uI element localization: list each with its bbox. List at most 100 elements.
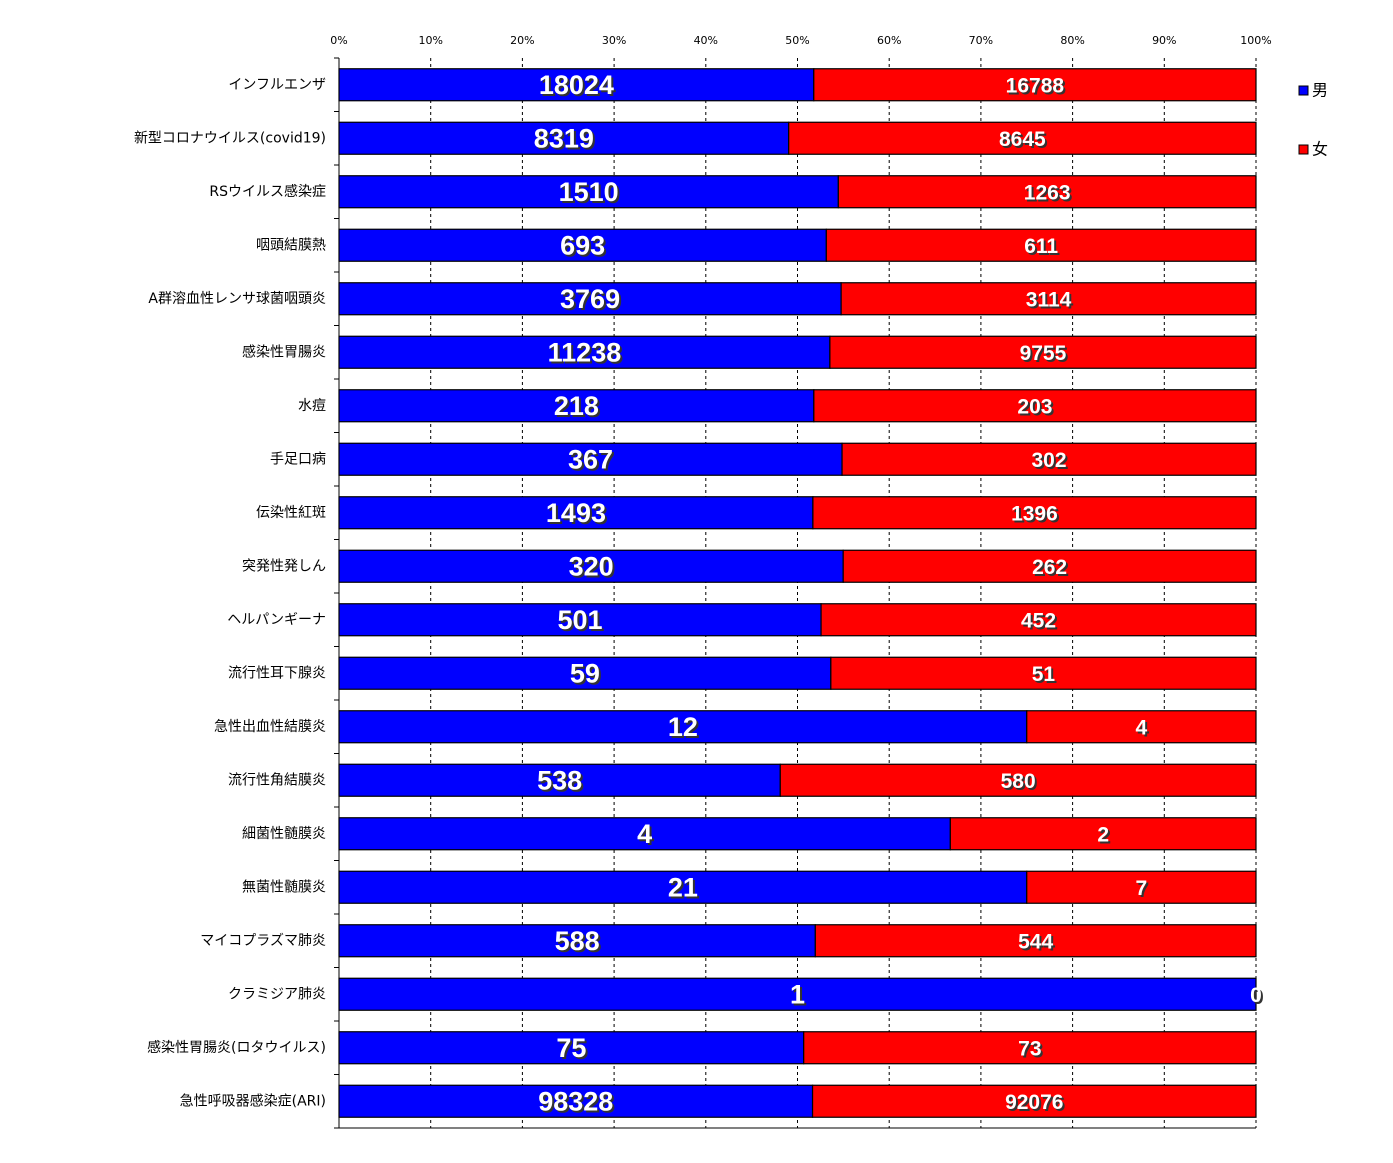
- data-label: 302: [1032, 449, 1067, 472]
- data-label-shadow: 611: [1026, 237, 1060, 260]
- bar-segment: [338, 870, 1028, 904]
- category-label: ヘルパンギーナ: [227, 612, 326, 628]
- data-label: 4: [1136, 716, 1148, 739]
- category-label: 突発性発しん: [242, 558, 326, 574]
- data-label-shadow: 3769: [562, 286, 622, 316]
- x-tick-label: 70%: [969, 34, 993, 47]
- legend-swatch: [1298, 85, 1309, 96]
- data-label-shadow: 59: [572, 660, 602, 690]
- category-label: クラミジア肺炎: [228, 986, 326, 1002]
- x-tick-label: 60%: [877, 34, 901, 47]
- data-label-shadow: 16788: [1008, 76, 1067, 99]
- data-label: 203: [1017, 395, 1052, 418]
- data-label-shadow: 580: [1003, 772, 1038, 795]
- data-label-shadow: 1493: [548, 500, 608, 530]
- bar-segment: [788, 121, 1257, 155]
- data-label: 73: [1018, 1037, 1041, 1060]
- x-tick-label: 100%: [1240, 34, 1271, 47]
- data-label: 7: [1136, 877, 1148, 900]
- data-label-shadow: 75: [558, 1035, 588, 1065]
- data-label-shadow: 4: [639, 821, 654, 851]
- data-label: 588: [555, 926, 600, 956]
- data-label-shadow: 320: [571, 553, 616, 583]
- data-label-shadow: 218: [556, 393, 601, 423]
- data-label-shadow: 544: [1020, 932, 1055, 955]
- category-label: 流行性耳下腺炎: [228, 665, 326, 681]
- data-label-shadow: 9755: [1022, 344, 1069, 367]
- bar-segment: [842, 549, 1257, 583]
- category-label: インフルエンザ: [228, 77, 326, 93]
- bar-segment: [338, 1084, 814, 1118]
- bar-segment: [338, 389, 815, 423]
- bar-segment: [338, 549, 844, 583]
- data-label-shadow: 98328: [540, 1088, 615, 1118]
- data-label: 92076: [1005, 1091, 1063, 1114]
- bar-segment: [338, 656, 832, 690]
- data-label: 18024: [539, 70, 614, 100]
- data-label-shadow: 18024: [541, 72, 616, 102]
- data-label-shadow: 3114: [1028, 290, 1074, 313]
- data-label: 12: [668, 712, 698, 742]
- bar-segment: [338, 335, 831, 369]
- data-label-shadow: 1396: [1013, 504, 1060, 527]
- data-label: 11238: [548, 337, 622, 367]
- data-label-shadow: 8645: [1001, 130, 1048, 153]
- bar-segment: [1026, 870, 1257, 904]
- bar-segment: [841, 442, 1257, 476]
- data-label: 320: [569, 551, 614, 581]
- bar-segment: [338, 175, 839, 209]
- bar-segment: [840, 282, 1257, 316]
- data-label: 21: [668, 872, 698, 902]
- data-label: 611: [1024, 235, 1058, 258]
- x-tick-label: 50%: [785, 34, 809, 47]
- data-label: 16788: [1006, 74, 1065, 97]
- data-label: 538: [537, 765, 582, 795]
- bar-segment: [837, 175, 1257, 209]
- bar-segment: [338, 603, 822, 637]
- category-label: 急性出血性結膜炎: [214, 719, 326, 735]
- data-label: 452: [1021, 609, 1056, 632]
- bar-segment: [829, 335, 1257, 369]
- data-label-shadow: 21: [670, 874, 700, 904]
- legend-label: 女: [1312, 140, 1328, 159]
- bar-segment: [1026, 710, 1257, 744]
- data-label-shadow: 1263: [1026, 183, 1073, 206]
- category-label: 感染性胃腸炎(ロタウイルス): [147, 1039, 326, 1056]
- data-label-shadow: 1510: [561, 179, 621, 209]
- data-label: 367: [568, 444, 613, 474]
- data-label-shadow: 693: [562, 232, 607, 262]
- legend-label: 男: [1312, 81, 1328, 100]
- x-tick-label: 40%: [694, 34, 718, 47]
- data-label-shadow: 8319: [536, 125, 596, 155]
- data-label-shadow: 0: [1252, 986, 1264, 1009]
- bar-segment: [338, 924, 816, 958]
- legend-swatch: [1298, 144, 1309, 155]
- bar-segment: [338, 121, 790, 155]
- category-label: 急性呼吸器感染症(ARI): [180, 1092, 326, 1109]
- data-label-shadow: 302: [1034, 451, 1069, 474]
- x-tick-label: 80%: [1060, 34, 1084, 47]
- data-label: 9755: [1020, 342, 1067, 365]
- data-label: 98328: [538, 1086, 613, 1116]
- data-label-shadow: 262: [1034, 558, 1069, 581]
- data-label: 1396: [1011, 502, 1058, 525]
- category-label: マイコプラズマ肺炎: [200, 933, 326, 949]
- bar-segment: [813, 68, 1257, 102]
- data-label: 501: [558, 605, 603, 635]
- data-label-shadow: 51: [1034, 665, 1058, 688]
- bar-segment: [803, 1031, 1257, 1065]
- bar-segment: [338, 1031, 805, 1065]
- category-label: 無菌性髄膜炎: [242, 879, 326, 895]
- bar-segment: [812, 496, 1257, 530]
- data-label: 262: [1032, 556, 1067, 579]
- data-label: 693: [560, 230, 605, 260]
- data-label-shadow: 4: [1138, 718, 1150, 741]
- x-tick-label: 0%: [330, 34, 347, 47]
- category-label: 細菌性髄膜炎: [242, 826, 326, 842]
- category-label: 感染性胃腸炎: [242, 343, 326, 360]
- data-label: 8319: [534, 123, 594, 153]
- data-label-shadow: 92076: [1007, 1093, 1065, 1116]
- data-label: 1263: [1024, 181, 1071, 204]
- data-label-shadow: 203: [1019, 397, 1054, 420]
- data-label: 580: [1001, 770, 1036, 793]
